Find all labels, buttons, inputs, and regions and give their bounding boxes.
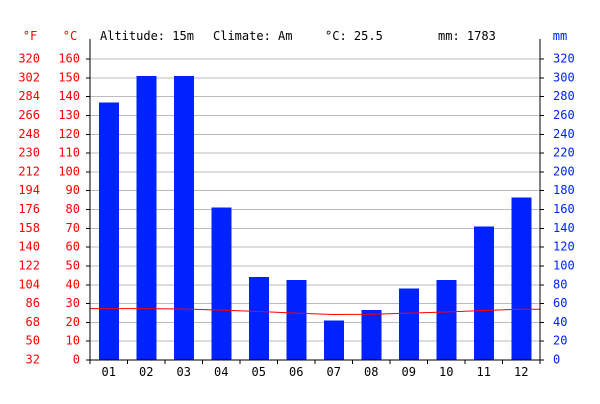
month-label-09: 09 (402, 365, 416, 379)
month-label-05: 05 (252, 365, 266, 379)
temperature-line (90, 308, 540, 315)
tick-labels: 0102030405060708090100110120130140150160… (18, 52, 574, 380)
month-label-03: 03 (177, 365, 191, 379)
mm-unit-label: mm (553, 29, 567, 43)
mm-tick-label: 260 (553, 108, 575, 122)
fahrenheit-tick-label: 122 (18, 258, 40, 272)
fahrenheit-tick-label: 230 (18, 146, 40, 160)
celsius-tick-label: 50 (66, 258, 80, 272)
fahrenheit-tick-label: 284 (18, 89, 40, 103)
precipitation-bar-12 (511, 197, 532, 360)
celsius-tick-label: 160 (58, 52, 80, 66)
month-label-06: 06 (289, 365, 303, 379)
celsius-unit-label: °C (63, 29, 77, 43)
mean-temperature-label: °C: 25.5 (325, 29, 383, 43)
fahrenheit-tick-label: 194 (18, 183, 40, 197)
celsius-tick-label: 40 (66, 277, 80, 291)
mm-tick-label: 220 (553, 146, 575, 160)
mm-tick-label: 120 (553, 240, 575, 254)
gridlines (90, 58, 540, 361)
month-label-07: 07 (327, 365, 341, 379)
precipitation-bar-02 (136, 75, 157, 361)
fahrenheit-tick-label: 68 (26, 315, 40, 329)
mm-tick-label: 300 (553, 70, 575, 84)
precipitation-bar-04 (211, 207, 232, 360)
fahrenheit-tick-label: 50 (26, 334, 40, 348)
month-label-08: 08 (364, 365, 378, 379)
month-label-04: 04 (214, 365, 228, 379)
mm-tick-label: 160 (553, 202, 575, 216)
mm-tick-label: 100 (553, 258, 575, 272)
month-label-02: 02 (139, 365, 153, 379)
precipitation-bar-01 (98, 102, 119, 361)
fahrenheit-tick-label: 320 (18, 52, 40, 66)
mm-tick-label: 280 (553, 89, 575, 103)
precipitation-bars (98, 75, 532, 361)
axes (86, 39, 544, 364)
celsius-tick-label: 120 (58, 127, 80, 141)
precipitation-bar-11 (473, 226, 494, 360)
mm-tick-label: 40 (553, 315, 567, 329)
month-label-12: 12 (514, 365, 528, 379)
mm-tick-label: 180 (553, 183, 575, 197)
month-label-01: 01 (102, 365, 116, 379)
celsius-tick-label: 70 (66, 221, 80, 235)
fahrenheit-tick-label: 248 (18, 127, 40, 141)
celsius-tick-label: 130 (58, 108, 80, 122)
celsius-tick-label: 10 (66, 334, 80, 348)
temperature-line-path (90, 308, 540, 315)
mm-tick-label: 320 (553, 52, 575, 66)
climate-label: Climate: Am (213, 29, 292, 43)
mm-tick-label: 80 (553, 277, 567, 291)
precipitation-bar-10 (436, 280, 457, 360)
precipitation-bar-03 (173, 75, 194, 361)
month-label-10: 10 (439, 365, 453, 379)
celsius-tick-label: 60 (66, 240, 80, 254)
celsius-tick-label: 110 (58, 146, 80, 160)
celsius-tick-label: 140 (58, 89, 80, 103)
precipitation-bar-05 (248, 277, 269, 360)
precipitation-bar-08 (361, 310, 382, 360)
mm-tick-label: 200 (553, 164, 575, 178)
mm-tick-label: 240 (553, 127, 575, 141)
celsius-tick-label: 90 (66, 183, 80, 197)
fahrenheit-tick-label: 212 (18, 164, 40, 178)
fahrenheit-tick-label: 266 (18, 108, 40, 122)
precipitation-total-label: mm: 1783 (438, 29, 496, 43)
fahrenheit-tick-label: 32 (26, 353, 40, 367)
fahrenheit-tick-label: 140 (18, 240, 40, 254)
fahrenheit-tick-label: 158 (18, 221, 40, 235)
mm-tick-label: 60 (553, 296, 567, 310)
celsius-tick-label: 30 (66, 296, 80, 310)
celsius-tick-label: 20 (66, 315, 80, 329)
celsius-tick-label: 0 (73, 353, 80, 367)
fahrenheit-tick-label: 104 (18, 277, 40, 291)
fahrenheit-tick-label: 176 (18, 202, 40, 216)
celsius-tick-label: 150 (58, 70, 80, 84)
fahrenheit-tick-label: 86 (26, 296, 40, 310)
mm-tick-label: 0 (553, 353, 560, 367)
celsius-tick-label: 80 (66, 202, 80, 216)
mm-tick-label: 20 (553, 334, 567, 348)
precipitation-bar-09 (398, 288, 419, 360)
fahrenheit-tick-label: 302 (18, 70, 40, 84)
precipitation-bar-06 (286, 280, 307, 360)
precipitation-bar-07 (323, 320, 344, 360)
month-label-11: 11 (477, 365, 491, 379)
fahrenheit-unit-label: °F (23, 29, 37, 43)
celsius-tick-label: 100 (58, 164, 80, 178)
mm-tick-label: 140 (553, 221, 575, 235)
altitude-label: Altitude: 15m (100, 29, 194, 43)
